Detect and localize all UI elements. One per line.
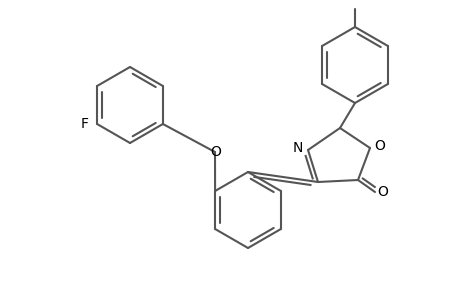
Text: N: N (292, 141, 302, 155)
Text: O: O (377, 185, 387, 199)
Text: O: O (210, 145, 221, 159)
Text: O: O (374, 139, 385, 153)
Text: F: F (81, 117, 89, 131)
